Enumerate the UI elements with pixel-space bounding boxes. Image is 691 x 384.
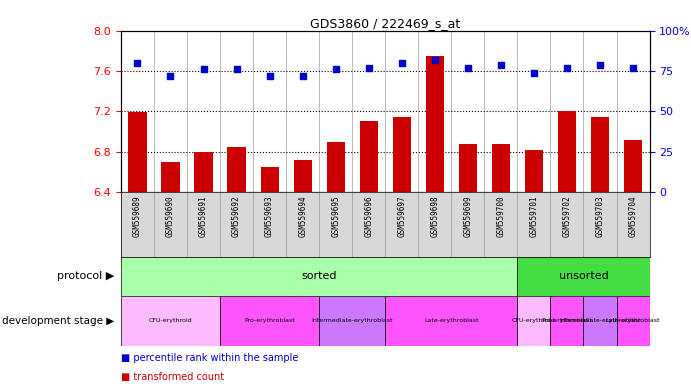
Bar bbox=[194, 152, 213, 192]
Text: Intermediate-erythroblast: Intermediate-erythroblast bbox=[559, 318, 641, 323]
Text: Pro-erythroblast: Pro-erythroblast bbox=[542, 318, 592, 323]
Bar bbox=[518, 257, 650, 296]
Text: GSM559692: GSM559692 bbox=[232, 195, 241, 237]
Text: GSM559696: GSM559696 bbox=[364, 195, 373, 237]
Text: Intermediate-erythroblast: Intermediate-erythroblast bbox=[312, 318, 393, 323]
Bar bbox=[591, 118, 609, 192]
Point bbox=[529, 70, 540, 76]
Bar bbox=[426, 56, 444, 192]
Bar bbox=[518, 296, 551, 346]
Bar bbox=[492, 144, 510, 192]
Bar bbox=[551, 296, 583, 346]
Text: ■ transformed count: ■ transformed count bbox=[121, 372, 224, 382]
Point bbox=[594, 61, 605, 68]
Point bbox=[462, 65, 473, 71]
Bar bbox=[121, 257, 518, 296]
Bar bbox=[525, 150, 543, 192]
Text: sorted: sorted bbox=[301, 271, 337, 281]
Bar bbox=[162, 162, 180, 192]
Text: unsorted: unsorted bbox=[558, 271, 608, 281]
Text: Late-erythroblast: Late-erythroblast bbox=[606, 318, 661, 323]
Bar bbox=[327, 142, 345, 192]
Text: ■ percentile rank within the sample: ■ percentile rank within the sample bbox=[121, 353, 299, 363]
Point bbox=[396, 60, 407, 66]
Text: GSM559695: GSM559695 bbox=[331, 195, 340, 237]
Point bbox=[363, 65, 375, 71]
Text: GSM559690: GSM559690 bbox=[166, 195, 175, 237]
Bar bbox=[392, 118, 411, 192]
Text: GSM559693: GSM559693 bbox=[265, 195, 274, 237]
Bar bbox=[386, 296, 518, 346]
Text: CFU-erythroid: CFU-erythroid bbox=[149, 318, 192, 323]
Bar bbox=[624, 140, 642, 192]
Point bbox=[561, 65, 572, 71]
Point bbox=[330, 66, 341, 73]
Text: GSM559694: GSM559694 bbox=[298, 195, 307, 237]
Text: GSM559691: GSM559691 bbox=[199, 195, 208, 237]
Bar bbox=[359, 121, 378, 192]
Text: GSM559699: GSM559699 bbox=[464, 195, 473, 237]
Point bbox=[429, 57, 440, 63]
Text: GSM559703: GSM559703 bbox=[596, 195, 605, 237]
Point bbox=[264, 73, 275, 79]
Bar bbox=[220, 296, 319, 346]
Point bbox=[495, 61, 507, 68]
Point bbox=[231, 66, 242, 73]
Bar bbox=[121, 296, 220, 346]
Text: GSM559702: GSM559702 bbox=[562, 195, 571, 237]
Text: GSM559701: GSM559701 bbox=[529, 195, 538, 237]
Bar bbox=[558, 111, 576, 192]
Point bbox=[132, 60, 143, 66]
Text: development stage ▶: development stage ▶ bbox=[2, 316, 114, 326]
Bar bbox=[319, 296, 385, 346]
Point bbox=[165, 73, 176, 79]
Title: GDS3860 / 222469_s_at: GDS3860 / 222469_s_at bbox=[310, 17, 460, 30]
Bar bbox=[459, 144, 477, 192]
Point bbox=[627, 65, 638, 71]
Bar bbox=[129, 113, 146, 192]
Text: GSM559689: GSM559689 bbox=[133, 195, 142, 237]
Text: GSM559704: GSM559704 bbox=[629, 195, 638, 237]
Text: GSM559697: GSM559697 bbox=[397, 195, 406, 237]
Point bbox=[297, 73, 308, 79]
Point bbox=[198, 66, 209, 73]
Bar bbox=[261, 167, 278, 192]
Text: Pro-erythroblast: Pro-erythroblast bbox=[244, 318, 295, 323]
Bar bbox=[616, 296, 650, 346]
Text: GSM559700: GSM559700 bbox=[496, 195, 505, 237]
Text: protocol ▶: protocol ▶ bbox=[57, 271, 114, 281]
Text: GSM559698: GSM559698 bbox=[430, 195, 439, 237]
Bar bbox=[294, 160, 312, 192]
Bar bbox=[583, 296, 616, 346]
Text: CFU-erythroid: CFU-erythroid bbox=[512, 318, 556, 323]
Text: Late-erythroblast: Late-erythroblast bbox=[424, 318, 479, 323]
Bar bbox=[227, 147, 245, 192]
